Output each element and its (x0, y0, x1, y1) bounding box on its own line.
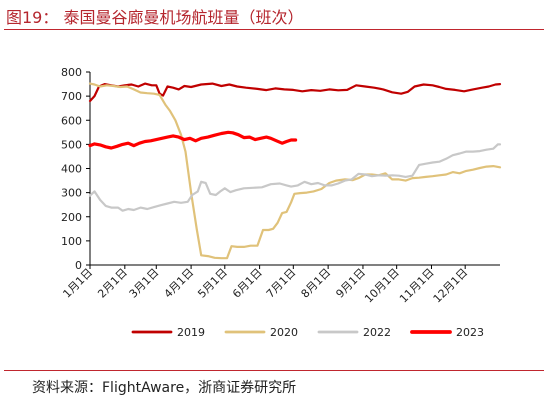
y-tick-label: 800 (61, 66, 82, 79)
legend-label-2020: 2020 (270, 326, 298, 339)
x-tick-label: 4月1日 (162, 266, 197, 301)
chart-series (88, 82, 502, 260)
x-tick-label: 12月1日 (431, 266, 471, 306)
x-tick-label: 5月1日 (195, 266, 230, 301)
series-line-2020 (88, 82, 502, 260)
y-tick-label: 500 (61, 138, 82, 151)
y-tick-label: 100 (61, 235, 82, 248)
legend-label-2023: 2023 (456, 326, 484, 339)
title-rule (4, 29, 544, 30)
x-tick-label: 2月1日 (95, 266, 130, 301)
source-rule (4, 370, 544, 371)
x-tick-label: 6月1日 (230, 266, 265, 301)
series-line-2022 (88, 143, 502, 212)
y-tick-label: 400 (61, 163, 82, 176)
y-tick-label: 300 (61, 187, 82, 200)
x-tick-label: 3月1日 (127, 266, 162, 301)
series-line-2023 (88, 130, 298, 150)
chart-legend: 2019 2020 2022 2023 (131, 326, 484, 339)
x-tick-label: 7月1日 (264, 266, 299, 301)
x-tick-label: 8月1日 (299, 266, 334, 301)
legend-label-2019: 2019 (177, 326, 205, 339)
figure-source: 资料来源：FlightAware，浙商证券研究所 (32, 380, 297, 396)
y-tick-label: 200 (61, 211, 82, 224)
y-tick-label: 0 (75, 259, 82, 272)
y-tick-label: 700 (61, 90, 82, 103)
x-tick-label: 11月1日 (397, 266, 437, 306)
x-tick-label: 10月1日 (362, 266, 402, 306)
series-line-2019 (88, 82, 502, 103)
legend-label-2022: 2022 (363, 326, 391, 339)
figure-title: 图19： 泰国曼谷廊曼机场航班量（班次） (6, 8, 304, 27)
y-tick-label: 600 (61, 114, 82, 127)
